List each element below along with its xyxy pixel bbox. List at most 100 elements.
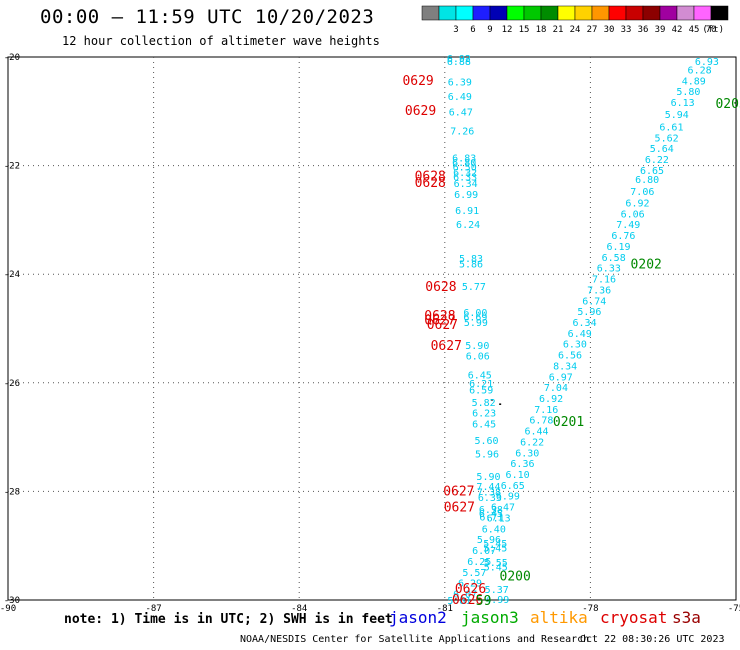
- legend-s3a: s3a: [672, 608, 701, 627]
- pass-time-label: 0627: [431, 339, 462, 354]
- note-text: note: 1) Time is in UTC; 2) SWH is in fe…: [64, 612, 393, 627]
- x-tick-label: -81: [437, 604, 453, 614]
- x-tick-label: -90: [0, 604, 16, 614]
- swh-value-cryosat: 7.26: [450, 126, 474, 137]
- swh-value-cryosat: 5.82: [472, 398, 496, 409]
- legend-cryosat: cryosat: [600, 608, 668, 627]
- scale-tick-label: 36: [638, 25, 649, 35]
- swh-value-jason3: 6.56: [558, 351, 582, 362]
- swh-value-cryosat: 6.21: [469, 379, 493, 390]
- footer-timestamp: Oct 22 08:30:26 UTC 2023: [580, 634, 725, 645]
- x-tick-label: -75: [728, 604, 740, 614]
- scale-tick-label: 6: [470, 25, 475, 35]
- swh-value-jason3: 6.22: [520, 437, 544, 448]
- swh-value-cryosat: 6.33: [478, 493, 502, 504]
- swh-value-cryosat: 6.69: [463, 313, 487, 324]
- swh-value-jason3: 7.06: [630, 187, 654, 198]
- swh-value-cryosat: 6.45: [479, 509, 503, 520]
- swh-value-jason3: 6.28: [688, 65, 712, 76]
- swh-value-cryosat: 7.44: [476, 482, 500, 493]
- swh-value-cryosat: 6.80: [452, 158, 476, 169]
- pass-time-label: 0627: [443, 484, 474, 499]
- swh-value-cryosat: 6.59: [469, 385, 493, 396]
- scale-tick-label: 39: [655, 25, 666, 35]
- pass-time-label: 0629: [405, 104, 436, 119]
- y-tick-label: -22: [4, 162, 20, 172]
- swh-value-jason3: 6.13: [671, 98, 695, 109]
- swh-value-cryosat: 6.38: [479, 505, 503, 516]
- swh-value-cryosat: 5.83: [459, 254, 483, 265]
- pass-time-label: 0629: [402, 74, 433, 89]
- swh-value-cryosat: 6.24: [456, 220, 480, 231]
- swh-value-cryosat: 6.83: [452, 153, 476, 164]
- swh-value-jason3: 6.10: [506, 470, 530, 481]
- swh-value-cryosat: 5.55: [484, 558, 508, 569]
- y-tick-label: -30: [4, 596, 20, 606]
- swh-value-jason3: 6.80: [635, 175, 659, 186]
- scale-tick-label: 3: [453, 25, 458, 35]
- pass-time-label: 0627: [424, 313, 455, 328]
- swh-value-jason3: 7.16: [534, 405, 558, 416]
- swh-value-cryosat: 6.47: [449, 107, 473, 118]
- y-tick-label: -26: [4, 379, 20, 389]
- swh-value-jason3: 6.93: [695, 57, 719, 68]
- swh-value-jason3: 6.13: [487, 513, 511, 524]
- scale-unit: (ft): [702, 25, 724, 35]
- map-frame: [7, 56, 737, 601]
- swh-value-jason3: 5.80: [676, 87, 700, 98]
- swh-value-cryosat: 6.34: [454, 179, 478, 190]
- swh-value-jason3: 6.07: [453, 589, 477, 600]
- coastline-mark: [499, 403, 502, 405]
- page-subtitle: 12 hour collection of altimeter wave hei…: [62, 34, 380, 48]
- swh-value-jason3: 7.36: [587, 285, 611, 296]
- scale-tick-label: 12: [502, 25, 513, 35]
- scale-tick-label: 9: [487, 25, 492, 35]
- swh-value-cryosat: 5.86: [459, 259, 483, 270]
- swh-value-jason3: 5.57: [462, 568, 486, 579]
- swh-value-jason3: 7.49: [616, 220, 640, 231]
- swh-value-cryosat: 6.50: [453, 163, 477, 174]
- swh-value-jason3: 6.36: [510, 459, 534, 470]
- swh-value-jason3: 5.81: [447, 596, 471, 607]
- swh-value-cryosat: 5.45: [483, 543, 507, 554]
- swh-value-jason3: 5.64: [650, 144, 674, 155]
- legend-altika: altika: [530, 608, 588, 627]
- swh-value-cryosat: 6.39: [448, 77, 472, 88]
- pass-time-label: 0626: [452, 593, 483, 608]
- pass-time-label: 0628: [425, 280, 456, 295]
- swh-value-jason3: 6.58: [602, 253, 626, 264]
- swh-value-cryosat: 6.45: [468, 371, 492, 382]
- x-tick-label: -78: [582, 604, 598, 614]
- swh-value-cryosat: 6.49: [448, 92, 472, 103]
- swh-value-jason3: 6.78: [529, 416, 553, 427]
- swh-value-jason3: 5.96: [577, 307, 601, 318]
- swh-value-cryosat: 6.71: [479, 512, 503, 523]
- swh-value-jason3: 6.30: [563, 340, 587, 351]
- scale-tick-label: 18: [536, 25, 547, 35]
- scale-tick-label: 70: [706, 25, 717, 35]
- swh-value-cryosat: 6.45: [472, 420, 496, 431]
- swh-value-jason3: 6.33: [597, 264, 621, 275]
- swh-value-jason3: 6.74: [582, 296, 606, 307]
- scale-swatch: [710, 5, 729, 21]
- swh-value-jason3: 6.65: [640, 166, 664, 177]
- legend-jason3: jason3: [461, 608, 519, 627]
- swh-value-jason3: 5.96: [477, 535, 501, 546]
- scale-tick-label: 45: [689, 25, 700, 35]
- scale-tick-label: 27: [587, 25, 598, 35]
- scale-tick-label: 42: [672, 25, 683, 35]
- page-title: 00:00 – 11:59 UTC 10/20/2023: [40, 6, 375, 28]
- x-tick-label: -87: [145, 604, 161, 614]
- pass-time-label: 0627: [444, 501, 475, 516]
- swh-value-cryosat: 6.06: [466, 352, 490, 363]
- legend-jason2: jason2: [389, 608, 447, 627]
- swh-value-cryosat: 6.88: [447, 57, 471, 68]
- pass-time-label: 0201: [553, 415, 584, 430]
- swh-value-jason3: 6.40: [482, 524, 506, 535]
- swh-value-cryosat: 6.91: [455, 206, 479, 217]
- swh-value-jason3: 6.22: [645, 155, 669, 166]
- swh-value-cryosat: 5.37: [485, 585, 509, 596]
- swh-value-jason3: 6.47: [491, 503, 515, 514]
- scale-tick-label: 21: [553, 25, 564, 35]
- swh-value-cryosat: 6.32: [453, 168, 477, 179]
